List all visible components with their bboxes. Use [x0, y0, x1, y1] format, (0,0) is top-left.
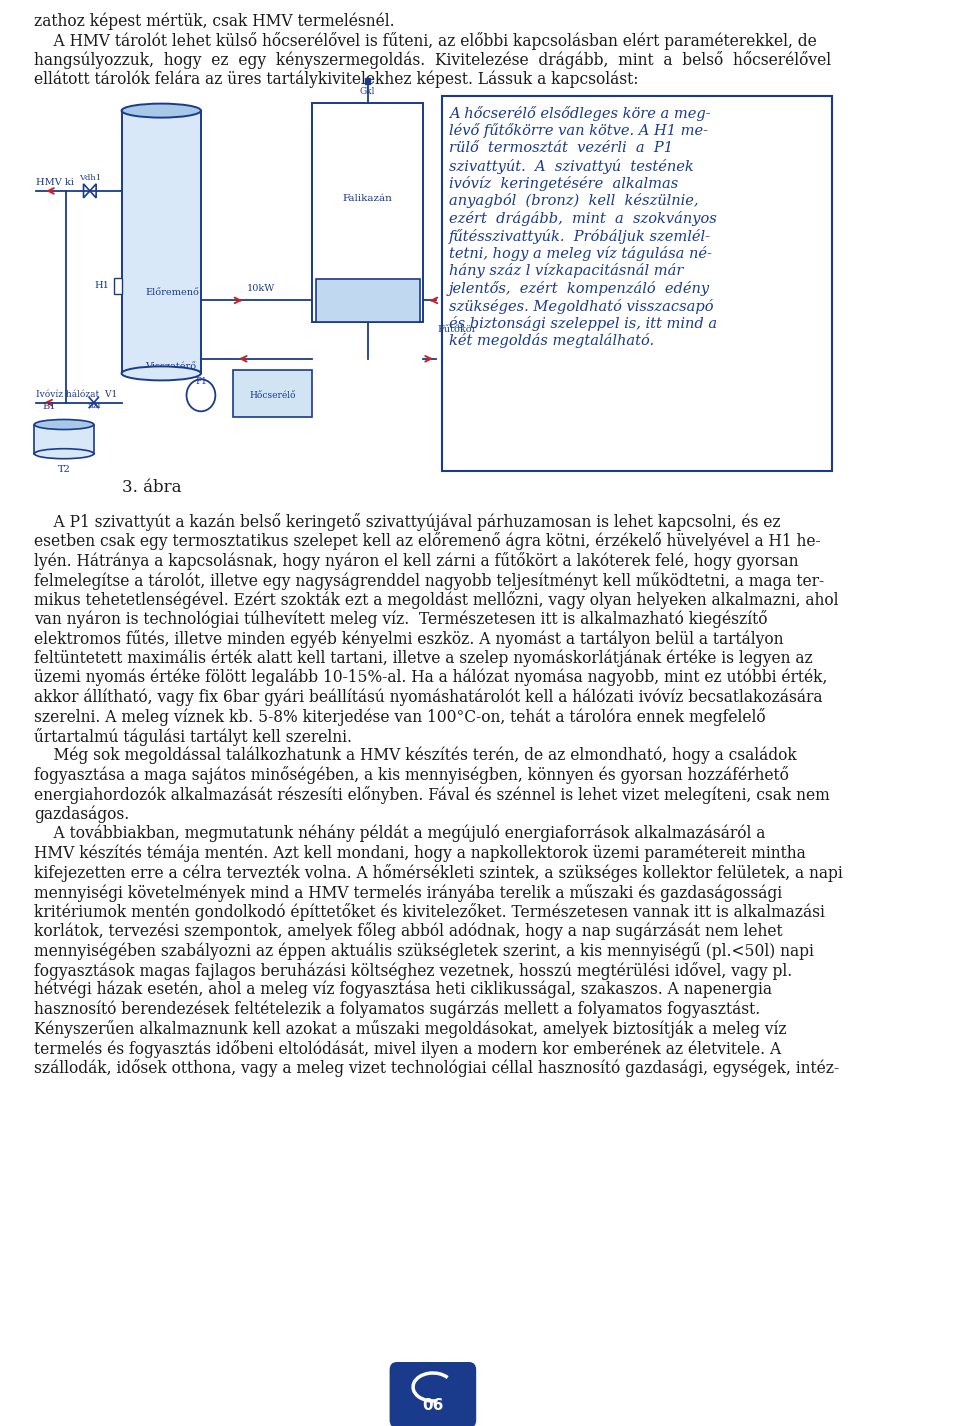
- Text: mennyiségében szabályozni az éppen aktuális szükségletek szerint, a kis mennyisé: mennyiségében szabályozni az éppen aktuá…: [35, 943, 814, 960]
- Text: ellátott tárolók felára az üres tartálykivitelekhez képest. Lássuk a kapcsolást:: ellátott tárolók felára az üres tartályk…: [35, 70, 638, 88]
- Text: rülő  termosztát  vezérli  a  P1: rülő termosztát vezérli a P1: [449, 141, 673, 155]
- Text: hangsúlyozzuk,  hogy  ez  egy  kényszermegoldás.  Kivitelezése  drágább,  mint  : hangsúlyozzuk, hogy ez egy kényszermegol…: [35, 51, 831, 68]
- Text: Visszatérő: Visszatérő: [145, 362, 197, 371]
- Text: tetni, hogy a meleg víz tágulása né-: tetni, hogy a meleg víz tágulása né-: [449, 247, 712, 261]
- Text: Kényszerűen alkalmaznunk kell azokat a műszaki megoldásokat, amelyek biztosítják: Kényszerűen alkalmaznunk kell azokat a m…: [35, 1020, 787, 1038]
- Text: mennyiségi követelmények mind a HMV termelés irányába terelik a műszaki és gazda: mennyiségi követelmények mind a HMV term…: [35, 884, 782, 901]
- FancyBboxPatch shape: [390, 1362, 476, 1426]
- Text: fűtésszivattyúk.  Próbáljuk szemlél-: fűtésszivattyúk. Próbáljuk szemlél-: [449, 228, 711, 244]
- Text: Még sok megoldással találkozhatunk a HMV készítés terén, de az elmondható, hogy : Még sok megoldással találkozhatunk a HMV…: [35, 747, 797, 764]
- Text: Fűtőkör: Fűtőkör: [438, 325, 477, 334]
- Text: ivóvíz  keringetésére  alkalmas: ivóvíz keringetésére alkalmas: [449, 175, 679, 191]
- Ellipse shape: [122, 104, 201, 117]
- Text: üzemi nyomás értéke fölött legalább 10-15%-al. Ha a hálózat nyomása nagyobb, min: üzemi nyomás értéke fölött legalább 10-1…: [35, 669, 828, 686]
- Text: Ivóvíz hálózat  V1: Ivóvíz hálózat V1: [36, 389, 117, 399]
- Bar: [365, 78, 371, 84]
- Text: B1: B1: [42, 402, 56, 411]
- Text: 06: 06: [422, 1397, 444, 1413]
- Bar: [442, 96, 831, 471]
- Ellipse shape: [122, 366, 201, 381]
- Text: elektromos fűtés, illetve minden egyéb kényelmi eszköz. A nyomást a tartályon be: elektromos fűtés, illetve minden egyéb k…: [35, 630, 783, 647]
- Text: van nyáron is technológiai túlhevített meleg víz.  Természetesen itt is alkalmaz: van nyáron is technológiai túlhevített m…: [35, 610, 768, 629]
- Text: ezért  drágább,  mint  a  szokványos: ezért drágább, mint a szokványos: [449, 211, 717, 225]
- Text: hétvégi házak esetén, ahol a meleg víz fogyasztása heti ciklikusságal, szakaszos: hétvégi házak esetén, ahol a meleg víz f…: [35, 981, 772, 998]
- Bar: [316, 278, 420, 322]
- Text: energiahordozók alkalmazását részesíti előnyben. Fával és szénnel is lehet vizet: energiahordozók alkalmazását részesíti e…: [35, 786, 830, 804]
- Text: hasznosító berendezések feltételezik a folyamatos sugárzás mellett a folyamatos : hasznosító berendezések feltételezik a f…: [35, 1001, 760, 1018]
- Bar: [35, 425, 94, 453]
- Text: akkor állítható, vagy fix 6bar gyári beállítású nyomáshatárolót kell a hálózati : akkor állítható, vagy fix 6bar gyári beá…: [35, 689, 823, 706]
- Text: P1: P1: [195, 378, 206, 386]
- Ellipse shape: [35, 449, 94, 459]
- Text: 3. ábra: 3. ábra: [122, 479, 181, 496]
- Bar: [114, 278, 122, 294]
- Text: fogyasztások magas fajlagos beruházási költséghez vezetnek, hosszú megtérülési i: fogyasztások magas fajlagos beruházási k…: [35, 961, 793, 980]
- Text: felmelegítse a tárolót, illetve egy nagyságrenddel nagyobb teljesítményt kell mű: felmelegítse a tárolót, illetve egy nagy…: [35, 572, 825, 589]
- Bar: [232, 369, 312, 418]
- Text: T2: T2: [58, 465, 70, 473]
- Text: A P1 szivattyút a kazán belső keringető szivattyújával párhuzamosan is lehet kap: A P1 szivattyút a kazán belső keringető …: [35, 513, 780, 530]
- Text: Gkl: Gkl: [360, 87, 375, 96]
- Text: fogyasztása a maga sajátos minőségében, a kis mennyiségben, könnyen és gyorsan h: fogyasztása a maga sajátos minőségében, …: [35, 767, 789, 784]
- Text: szállodák, idősek otthona, vagy a meleg vizet technológiai céllal hasznosító gaz: szállodák, idősek otthona, vagy a meleg …: [35, 1060, 839, 1077]
- Text: lyén. Hátránya a kapcsolásnak, hogy nyáron el kell zárni a fűtőkört a lakóterek : lyén. Hátránya a kapcsolásnak, hogy nyár…: [35, 552, 799, 570]
- Text: HMV ki: HMV ki: [36, 178, 74, 187]
- Text: anyagból  (bronz)  kell  készülnie,: anyagból (bronz) kell készülnie,: [449, 194, 699, 208]
- Bar: [122, 111, 201, 374]
- Text: hány száz l vízkapacitásnál már: hány száz l vízkapacitásnál már: [449, 264, 684, 278]
- Text: szivattyút.  A  szivattyú  testének: szivattyút. A szivattyú testének: [449, 158, 694, 174]
- Text: A hőcserélő elsődleges köre a meg-: A hőcserélő elsődleges köre a meg-: [449, 106, 711, 121]
- Text: szükséges. Megoldható visszacsapó: szükséges. Megoldható visszacsapó: [449, 298, 713, 314]
- Text: korlátok, tervezési szempontok, amelyek főleg abból adódnak, hogy a nap sugárzás: korlátok, tervezési szempontok, amelyek …: [35, 923, 783, 941]
- Text: esetben csak egy termosztatikus szelepet kell az előremenő ágra kötni, érzékelő : esetben csak egy termosztatikus szelepet…: [35, 532, 821, 550]
- Text: kritériumok mentén gondolkodó építtetőket és kivitelezőket. Természetesen vannak: kritériumok mentén gondolkodó építtetőke…: [35, 903, 826, 921]
- Text: Vdh1: Vdh1: [79, 174, 101, 183]
- Bar: [312, 103, 423, 322]
- Text: mikus tehetetlenségével. Ezért szokták ezt a megoldást mellőzni, vagy olyan hely: mikus tehetetlenségével. Ezért szokták e…: [35, 590, 839, 609]
- Text: A továbbiakban, megmutatunk néhány példát a megújuló energiaforrások alkalmazásá: A továbbiakban, megmutatunk néhány példá…: [35, 826, 766, 843]
- Text: SzI: SzI: [87, 402, 101, 409]
- Text: Előremenő: Előremenő: [145, 288, 200, 298]
- Text: lévő fűtőkörre van kötve. A H1 me-: lévő fűtőkörre van kötve. A H1 me-: [449, 124, 708, 138]
- Text: Hőcserélő: Hőcserélő: [249, 391, 296, 399]
- Text: HMV készítés témája mentén. Azt kell mondani, hogy a napkollektorok üzemi paramé: HMV készítés témája mentén. Azt kell mon…: [35, 844, 806, 861]
- Text: és biztonsági szeleppel is, itt mind a: és biztonsági szeleppel is, itt mind a: [449, 317, 717, 331]
- Text: A HMV tárolót lehet külső hőcserélővel is fűteni, az előbbi kapcsolásban elért p: A HMV tárolót lehet külső hőcserélővel i…: [35, 31, 817, 50]
- Text: jelentős,  ezért  kompenzáló  edény: jelentős, ezért kompenzáló edény: [449, 281, 710, 297]
- Text: Falikazán: Falikazán: [343, 194, 393, 202]
- Text: termelés és fogyasztás időbeni eltolódását, mivel ilyen a modern kor emberének a: termelés és fogyasztás időbeni eltolódás…: [35, 1040, 781, 1058]
- Text: szerelni. A meleg víznek kb. 5-8% kiterjedése van 100°C-on, tehát a tárolóra enn: szerelni. A meleg víznek kb. 5-8% kiterj…: [35, 707, 766, 726]
- Text: űrtartalmú tágulási tartályt kell szerelni.: űrtartalmú tágulási tartályt kell szerel…: [35, 727, 352, 746]
- Text: két megoldás megtalálható.: két megoldás megtalálható.: [449, 334, 655, 348]
- Ellipse shape: [35, 419, 94, 429]
- Text: 10kW: 10kW: [247, 284, 275, 294]
- Text: kifejezetten erre a célra tervezték volna. A hőmérsékleti szintek, a szükséges k: kifejezetten erre a célra tervezték voln…: [35, 864, 843, 883]
- Text: H1: H1: [94, 281, 108, 291]
- Text: zathoz képest mértük, csak HMV termelésnél.: zathoz képest mértük, csak HMV termelésn…: [35, 11, 395, 30]
- Text: feltüntetett maximális érték alatt kell tartani, illetve a szelep nyomáskorlátjá: feltüntetett maximális érték alatt kell …: [35, 649, 813, 667]
- Text: gazdaságos.: gazdaságos.: [35, 806, 130, 823]
